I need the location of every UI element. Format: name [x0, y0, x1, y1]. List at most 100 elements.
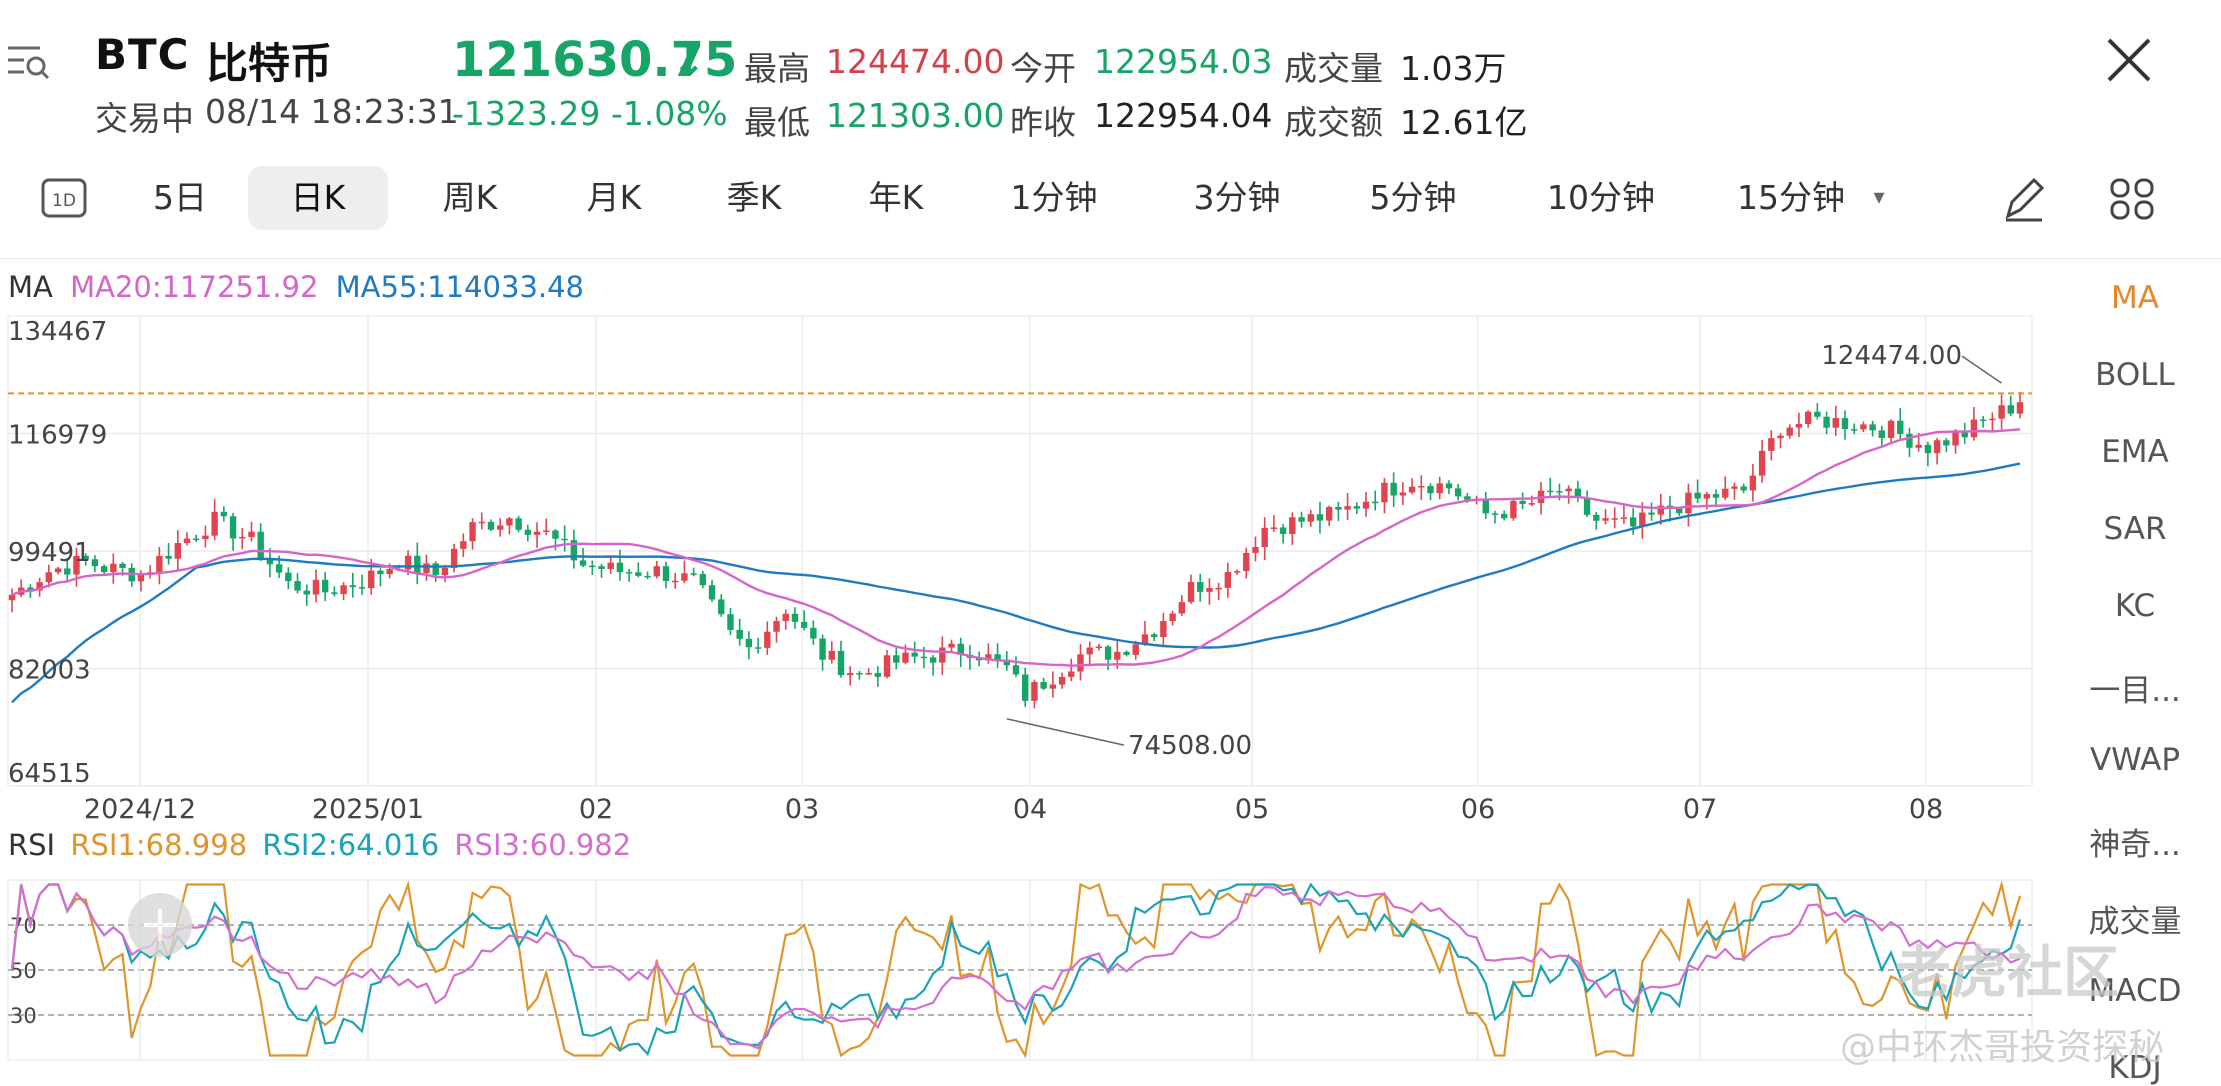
period-1d-icon[interactable]: 1D: [40, 166, 88, 230]
tab-yearly-k[interactable]: 年K: [868, 178, 924, 217]
y-tick-label: 64515: [8, 759, 91, 789]
candle: [1851, 423, 1858, 435]
candle: [699, 570, 707, 589]
indicator-8[interactable]: 成交量: [2088, 904, 2182, 940]
candle: [893, 647, 900, 670]
tab-5min[interactable]: 5分钟: [1369, 178, 1457, 217]
candle-body: [625, 572, 633, 574]
candle: [1215, 582, 1222, 600]
candle-body: [1574, 488, 1582, 498]
candle: [377, 568, 384, 587]
indicator-9[interactable]: MACD: [2088, 973, 2182, 1009]
close-icon[interactable]: [2105, 36, 2153, 84]
candle-body: [1095, 646, 1103, 648]
candle-body: [911, 652, 918, 657]
indicator-1[interactable]: BOLL: [2095, 357, 2175, 393]
candle-body: [1344, 506, 1351, 510]
tab-1min[interactable]: 1分钟: [1010, 178, 1098, 217]
high-annotation: 124474.00: [1821, 341, 1962, 371]
candle-body: [1454, 488, 1462, 497]
candle: [1574, 480, 1582, 503]
candle-body: [736, 629, 743, 639]
indicator-2[interactable]: EMA: [2101, 434, 2169, 470]
candle-body: [239, 536, 246, 539]
candle: [653, 560, 660, 579]
candle: [616, 549, 624, 581]
candle: [1804, 410, 1812, 428]
tab-weekly-k[interactable]: 周K: [442, 178, 498, 217]
candle-body: [1639, 512, 1646, 527]
tab-10min[interactable]: 10分钟: [1547, 178, 1655, 217]
candle-body: [533, 531, 541, 535]
candle-body: [1593, 514, 1600, 521]
tab-daily-k[interactable]: 日K: [248, 166, 388, 230]
candle-body: [312, 579, 320, 595]
candle-body: [469, 522, 476, 542]
tab-5d[interactable]: 5日: [153, 178, 207, 217]
candle-body: [1233, 571, 1241, 573]
rsi-legend: RSI RSI1:68.998 RSI2:64.016 RSI3:60.982: [8, 828, 631, 862]
candle: [625, 569, 633, 582]
candle: [229, 513, 237, 551]
candle: [1270, 515, 1278, 532]
candle: [1602, 509, 1609, 525]
candle: [819, 634, 826, 671]
candle-body: [303, 590, 310, 595]
candle: [358, 574, 366, 595]
dropdown-caret-icon[interactable]: ▾: [1873, 185, 1885, 210]
candle-body: [883, 655, 891, 677]
candle-body: [874, 673, 882, 677]
candle: [1491, 510, 1499, 524]
candle-body: [1611, 518, 1618, 520]
tab-monthly-k[interactable]: 月K: [586, 178, 642, 217]
indicator-0[interactable]: MA: [2111, 280, 2159, 316]
indicator-4[interactable]: KC: [2114, 588, 2156, 624]
candle-body: [902, 652, 909, 663]
add-indicator-button[interactable]: [128, 893, 192, 957]
indicator-5[interactable]: 一目...: [2089, 673, 2181, 709]
candle-body: [1703, 494, 1711, 499]
candle: [1233, 569, 1241, 575]
candle-body: [681, 573, 688, 581]
candle: [349, 572, 357, 598]
candle: [1565, 485, 1572, 504]
candle-body: [45, 572, 53, 583]
x-tick-label: 07: [1683, 794, 1717, 825]
indicator-7[interactable]: 神奇...: [2089, 827, 2181, 863]
candle: [91, 555, 99, 573]
indicator-3[interactable]: SAR: [2103, 511, 2167, 547]
draw-pen-icon[interactable]: [2000, 166, 2048, 230]
candle: [110, 553, 117, 584]
x-tick-label: 06: [1461, 794, 1495, 825]
candle-body: [1077, 654, 1084, 672]
turnover-label: 成交额: [1284, 103, 1383, 142]
candle: [810, 620, 817, 645]
candle-body: [607, 562, 614, 569]
rsi3-line: [10, 883, 2021, 1050]
candle-body: [1722, 488, 1729, 498]
candle: [54, 566, 62, 575]
candle-body: [1141, 634, 1149, 645]
candle-body: [579, 560, 587, 566]
candle: [1160, 612, 1167, 646]
candle: [1418, 475, 1425, 501]
tab-15min[interactable]: 15分钟: [1737, 178, 1845, 217]
tab-3min[interactable]: 3分钟: [1193, 178, 1281, 217]
tab-quarterly-k[interactable]: 季K: [726, 178, 782, 217]
candle-body: [718, 599, 725, 615]
grid-layout-icon[interactable]: [2108, 166, 2156, 230]
candle-body: [1169, 613, 1176, 622]
candle: [1961, 422, 1968, 444]
candle-body: [1556, 491, 1563, 493]
candle: [883, 650, 891, 679]
candle: [496, 518, 504, 537]
candlestick-chart[interactable]: 134467 116979 99491 82003 64515 2024/12 2025/0…: [0, 310, 2040, 830]
ma20-line: [11, 428, 2021, 667]
y-tick-label: 134467: [8, 317, 107, 347]
candle: [1482, 491, 1489, 519]
candle-body: [1823, 416, 1830, 428]
candle: [1086, 641, 1093, 666]
menu-search-icon[interactable]: [6, 40, 50, 84]
indicator-6[interactable]: VWAP: [2089, 742, 2181, 778]
